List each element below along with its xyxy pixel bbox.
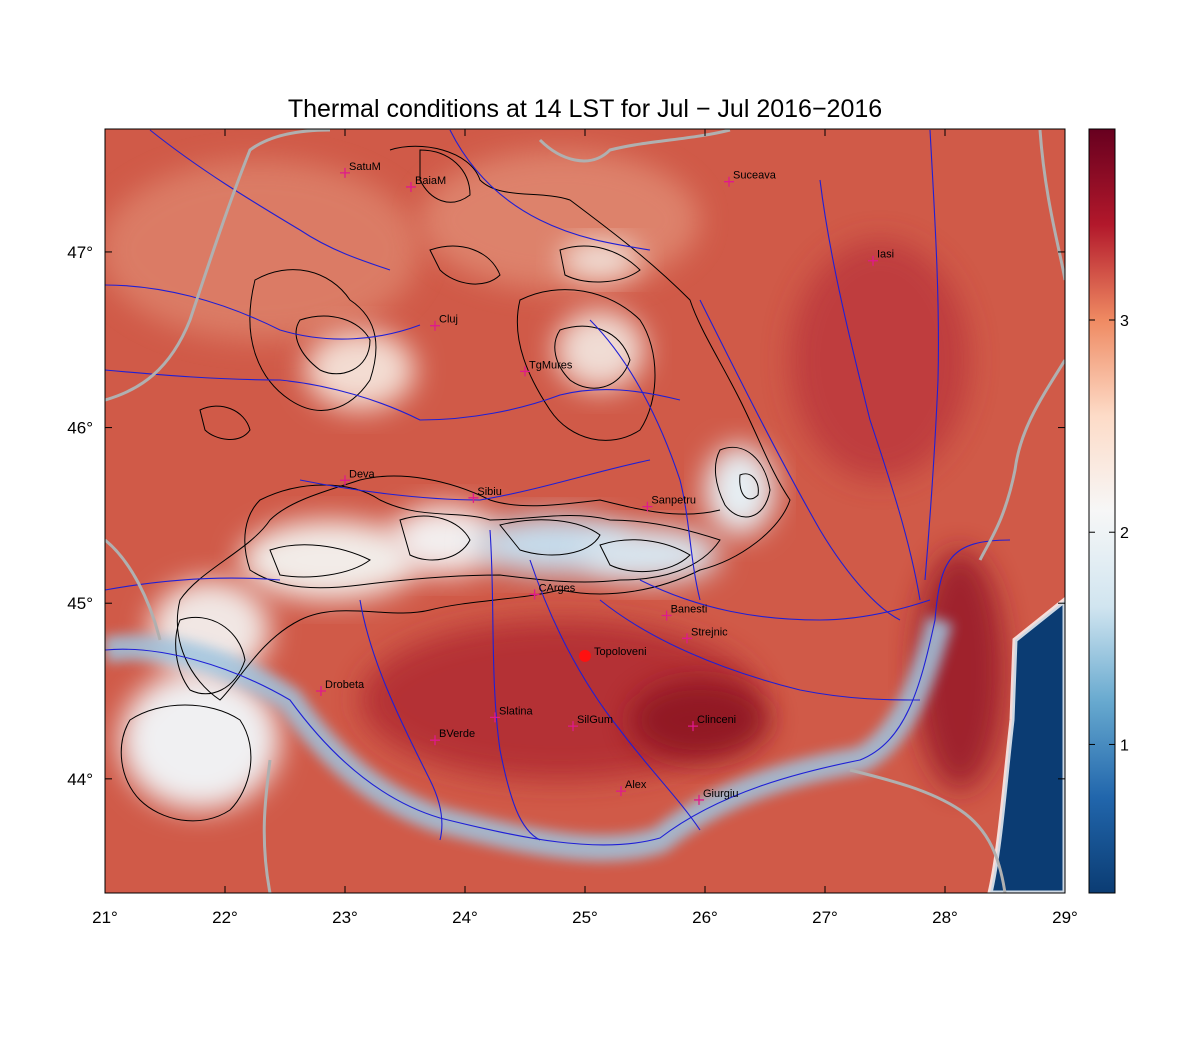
city-deva: Deva <box>340 468 376 486</box>
thermal-field <box>105 129 1065 893</box>
y-tick-label: 45° <box>67 594 93 613</box>
city-marker-icon <box>316 686 326 697</box>
city-satum: SatuM <box>340 161 381 178</box>
city-label: Giurgiu <box>703 788 738 800</box>
colorbar: 1 2 3 <box>1088 128 1129 894</box>
city-bverde: BVerde <box>430 728 475 746</box>
city-silgum: SilGum <box>568 714 613 732</box>
city-marker-icon <box>529 589 540 600</box>
city-marker-icon <box>694 794 704 805</box>
city-label: Banesti <box>671 604 708 616</box>
country-borders <box>105 129 1065 893</box>
rivers <box>105 129 1011 846</box>
city-label: BVerde <box>439 728 475 740</box>
city-clinceni: Clinceni <box>688 714 736 732</box>
colorbar-tick-label: 3 <box>1120 313 1129 330</box>
city-label: TgMures <box>529 359 573 371</box>
city-label: Slatina <box>499 705 534 717</box>
city-label: Iasi <box>877 249 894 261</box>
city-label: Deva <box>349 468 376 480</box>
x-tick-label: 25° <box>572 908 598 927</box>
city-label: CArges <box>539 582 576 594</box>
city-sibiu: Sibiu <box>468 486 502 503</box>
city-marker-icon <box>568 721 578 732</box>
y-tick-label: 44° <box>67 770 93 789</box>
city-tgmures: TgMures <box>520 359 573 377</box>
city-cluj: Cluj <box>430 314 458 331</box>
city-label: Suceava <box>733 170 777 182</box>
city-marker-icon <box>406 181 416 192</box>
city-label: Sanpetru <box>651 495 696 507</box>
x-tick-label: 26° <box>692 908 718 927</box>
city-strejnic: Strejnic <box>682 626 728 644</box>
x-tick-label: 24° <box>452 908 478 927</box>
city-label: Clinceni <box>697 714 736 726</box>
city-baiam: BaiaM <box>406 175 446 192</box>
city-label: BaiaM <box>415 175 446 187</box>
city-banesti: Banesti <box>661 604 708 621</box>
x-tick-label: 27° <box>812 908 838 927</box>
city-marker-icon <box>468 492 479 503</box>
city-label: Topoloveni <box>594 646 647 658</box>
city-marker-icon <box>490 712 500 723</box>
city-slatina: Slatina <box>490 705 534 723</box>
city-marker-icon <box>430 735 440 746</box>
city-marker-icon <box>868 255 878 266</box>
city-topoloveni: Topoloveni <box>579 646 647 662</box>
map-axes: 21° 22° 23° 24° 25° 26° 27° 28° 29° 44° 45° 46° 47° <box>67 129 1078 927</box>
city-alex: Alex <box>616 779 647 797</box>
city-marker-icon <box>688 721 698 732</box>
city-iasi: Iasi <box>868 249 894 266</box>
x-tick-label: 29° <box>1052 908 1078 927</box>
city-marker-icon <box>682 633 692 644</box>
city-marker-icon <box>340 167 350 178</box>
y-tick-label: 47° <box>67 243 93 262</box>
city-label: Drobeta <box>325 679 365 691</box>
city-label: Strejnic <box>691 626 728 638</box>
city-label: SatuM <box>349 161 381 173</box>
city-marker-icon <box>661 610 672 621</box>
map-title: Thermal conditions at 14 LST for Jul − J… <box>287 95 883 123</box>
highlight-dot-icon <box>579 649 591 662</box>
city-label: SilGum <box>577 714 613 726</box>
city-drobeta: Drobeta <box>316 679 365 697</box>
city-marker-icon <box>642 501 653 512</box>
city-label: Cluj <box>439 314 458 326</box>
x-tick-label: 21° <box>92 908 118 927</box>
x-tick-label: 28° <box>932 908 958 927</box>
city-label: Sibiu <box>477 486 501 498</box>
y-tick-label: 46° <box>67 419 93 438</box>
city-giurgiu: Giurgiu <box>694 788 738 805</box>
city-suceava: Suceava <box>724 170 777 187</box>
city-sanpetru: Sanpetru <box>642 495 696 512</box>
city-markers: SatuM BaiaM Suceava Iasi Cluj TgMures Deva Sibi… <box>316 161 894 805</box>
city-marker-icon <box>724 176 734 187</box>
x-tick-label: 22° <box>212 908 238 927</box>
city-label: Alex <box>625 779 647 791</box>
city-marker-icon <box>616 786 626 797</box>
colorbar-tick-label: 2 <box>1120 525 1129 542</box>
city-marker-icon <box>520 366 530 377</box>
city-marker-icon <box>340 475 350 486</box>
city-carges: CArges <box>529 582 576 600</box>
colorbar-tick-label: 1 <box>1120 737 1129 754</box>
city-marker-icon <box>430 320 440 331</box>
x-tick-label: 23° <box>332 908 358 927</box>
